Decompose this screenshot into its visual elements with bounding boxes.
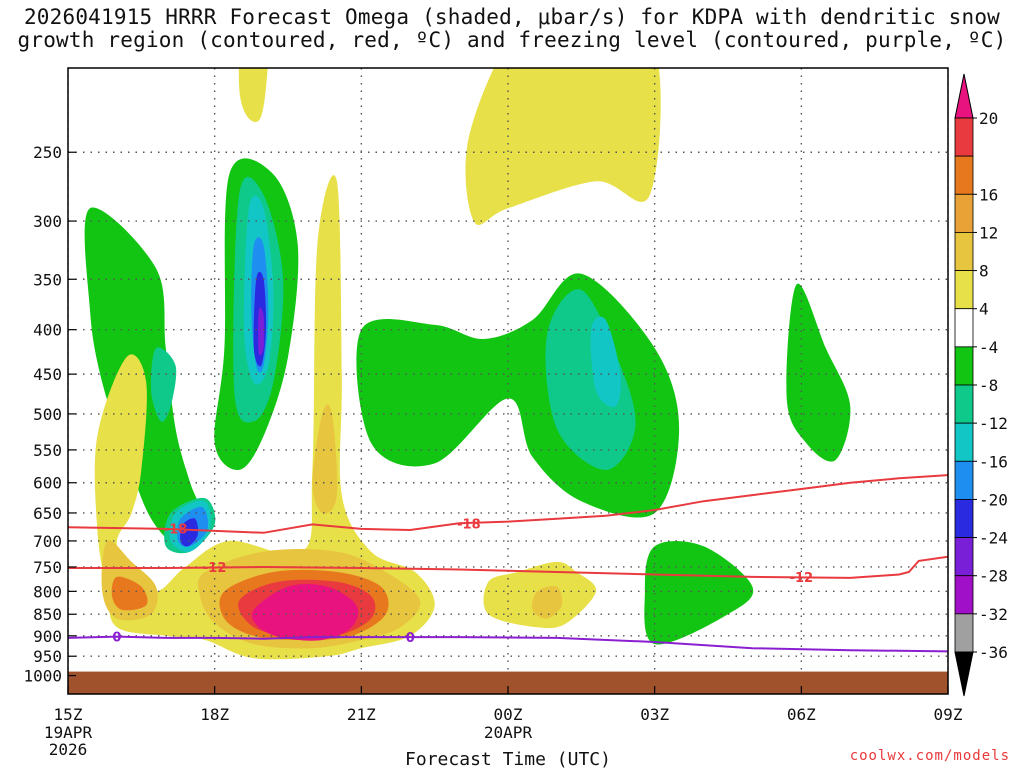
dendritic-line--18	[68, 474, 948, 534]
ytick-label-950: 950	[33, 647, 62, 666]
omega-region-4	[786, 283, 851, 462]
omega-region-15	[180, 518, 199, 547]
ytick-label-500: 500	[33, 405, 62, 424]
omega-region-28	[251, 583, 359, 641]
ytick-label-650: 650	[33, 504, 62, 523]
colorbar-label-20: 20	[979, 109, 998, 128]
colorbar-segment-7	[954, 346, 974, 386]
colorbar-segment-3	[954, 193, 974, 233]
ytick-label-350: 350	[33, 270, 62, 289]
dendritic-label--12-0: -12	[203, 561, 227, 576]
surface-band	[68, 671, 948, 694]
chart-title: 2026041915 HRRR Forecast Omega (shaded, …	[0, 6, 1024, 52]
colorbar-segment-5	[954, 270, 974, 310]
dendritic-label--18-1: -18	[457, 517, 481, 532]
ytick-label-700: 700	[33, 532, 62, 551]
xtick-label-00Z: 00Z	[494, 705, 523, 724]
colorbar-label-4: 4	[979, 300, 989, 319]
omega-region-17	[94, 175, 435, 660]
xtick-label-18Z: 18Z	[200, 705, 229, 724]
colorbar-label--16: -16	[979, 452, 1008, 471]
colorbar-label-8: 8	[979, 262, 989, 281]
colorbar-label--8: -8	[979, 376, 998, 395]
colorbar-bottom-arrow	[954, 651, 974, 697]
colorbar-segment-9	[954, 422, 974, 462]
colorbar-label-12: 12	[979, 223, 998, 242]
colorbar-segment-11	[954, 499, 974, 538]
title-line-1: 2026041915 HRRR Forecast Omega (shaded, …	[23, 5, 1001, 29]
xtick-label-06Z: 06Z	[787, 705, 816, 724]
freezing-line	[68, 635, 948, 653]
colorbar-label--32: -32	[979, 605, 1008, 624]
ytick-label-400: 400	[33, 321, 62, 340]
omega-region-3	[644, 540, 754, 645]
colorbar-segment-13	[954, 575, 974, 615]
colorbar-label--20: -20	[979, 490, 1008, 509]
ytick-label-600: 600	[33, 474, 62, 493]
ytick-label-800: 800	[33, 582, 62, 601]
dendritic-label--18-0: -18	[164, 522, 188, 537]
omega-region-8	[545, 289, 636, 470]
xtick-sublabel-2026: 2026	[49, 740, 88, 759]
title-line-2: growth region (contoured, red, ºC) and f…	[17, 28, 1007, 52]
plot-content: -18 -18 -12 -12 0 0	[68, 68, 948, 694]
omega-region-24	[531, 585, 563, 619]
dendritic-label--12-1: -12	[790, 571, 814, 586]
freezing-label-1: 0	[406, 631, 415, 646]
colorbar-segment-12	[954, 537, 974, 577]
ytick-label-550: 550	[33, 441, 62, 460]
credit-text: coolwx.com/models	[849, 748, 1010, 764]
omega-region-23	[312, 404, 338, 514]
omega-region-9	[590, 316, 621, 407]
omega-region-5	[150, 347, 177, 422]
ytick-label-900: 900	[33, 627, 62, 646]
colorbar-segment-4	[954, 232, 974, 271]
omega-region-18	[238, 68, 268, 122]
colorbar-segment-2	[954, 155, 974, 195]
colorbar-segment-8	[954, 384, 974, 424]
ytick-label-1000: 1000	[23, 667, 62, 686]
freezing-label-0: 0	[112, 631, 121, 646]
colorbar-segment-10	[954, 460, 974, 500]
colorbar-label--36: -36	[979, 643, 1008, 662]
omega-region-16	[258, 307, 265, 356]
ytick-label-850: 850	[33, 605, 62, 624]
colorbar-top-arrow	[954, 73, 974, 119]
xtick-sublabel-19APR: 19APR	[44, 723, 93, 742]
x-axis-label: Forecast Time (UTC)	[405, 749, 611, 768]
ytick-label-250: 250	[33, 143, 62, 162]
colorbar-label--12: -12	[979, 414, 1008, 433]
ytick-label-450: 450	[33, 365, 62, 384]
xtick-label-21Z: 21Z	[347, 705, 376, 724]
colorbar-segment-14	[954, 613, 974, 653]
xtick-label-15Z: 15Z	[54, 705, 83, 724]
colorbar-label--28: -28	[979, 567, 1008, 586]
ytick-label-750: 750	[33, 558, 62, 577]
colorbar-label--24: -24	[979, 529, 1008, 548]
colorbar-segment-6	[954, 308, 974, 348]
colorbar-label-16: 16	[979, 185, 998, 204]
xtick-label-09Z: 09Z	[934, 705, 963, 724]
ytick-label-300: 300	[33, 212, 62, 231]
colorbar-segment-1	[954, 117, 974, 157]
colorbar-label--4: -4	[979, 338, 998, 357]
xtick-sublabel-20APR: 20APR	[484, 723, 533, 742]
dendritic-line--12	[68, 555, 948, 579]
omega-region-25	[111, 576, 148, 611]
omega-region-19	[465, 68, 661, 226]
xtick-label-03Z: 03Z	[640, 705, 669, 724]
